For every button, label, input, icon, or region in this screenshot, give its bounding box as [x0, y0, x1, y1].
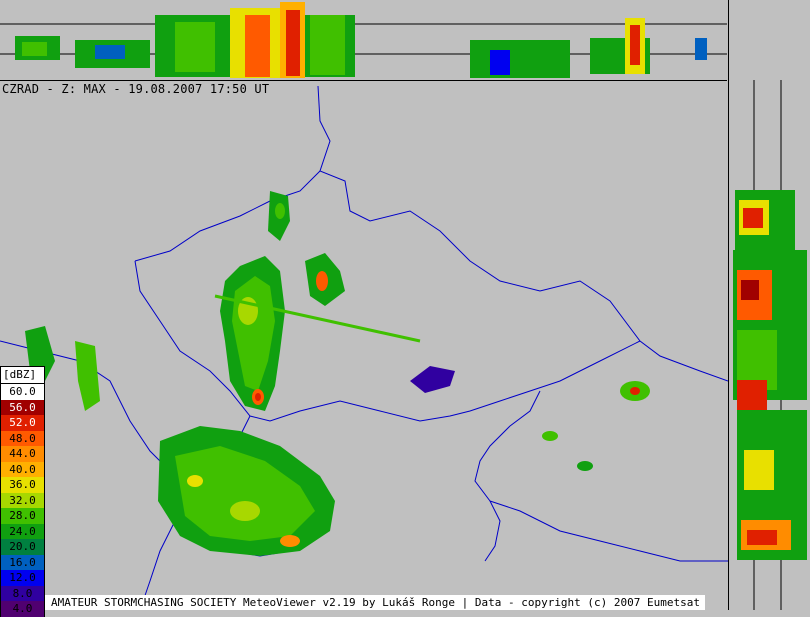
map-title: CZRAD - Z: MAX - 19.08.2007 17:50 UT	[2, 82, 270, 96]
legend-level: 12.0	[0, 570, 45, 586]
legend-level: 48.0	[0, 430, 45, 446]
precipitation-echoes	[25, 191, 650, 556]
side-height-profile	[728, 0, 810, 610]
top-height-profile	[0, 0, 727, 81]
radar-map	[0, 81, 728, 610]
legend-level: 24.0	[0, 523, 45, 539]
legend-level: 36.0	[0, 477, 45, 493]
dbz-legend: [dBZ] 60.0 56.0 52.0 48.0 44.0 40.0 36.0 32.0 28…	[0, 366, 45, 617]
legend-level: 44.0	[0, 446, 45, 462]
legend-level: 56.0	[0, 399, 45, 415]
legend-level: 40.0	[0, 461, 45, 477]
side-profile-echoes	[733, 80, 807, 610]
legend-level: 20.0	[0, 539, 45, 555]
legend-level: 32.0	[0, 492, 45, 508]
legend-level: 52.0	[0, 415, 45, 431]
legend-level: 8.0	[0, 585, 45, 601]
legend-level: 28.0	[0, 508, 45, 524]
footer-credit: AMATEUR STORMCHASING SOCIETY MeteoViewer…	[45, 595, 705, 610]
legend-level: 60.0	[0, 384, 45, 400]
legend-level: 4.0	[0, 601, 45, 617]
top-profile-echoes	[0, 2, 727, 78]
legend-unit: [dBZ]	[0, 366, 45, 384]
legend-level: 16.0	[0, 554, 45, 570]
country-borders	[0, 85, 728, 610]
map-canvas	[0, 85, 728, 610]
